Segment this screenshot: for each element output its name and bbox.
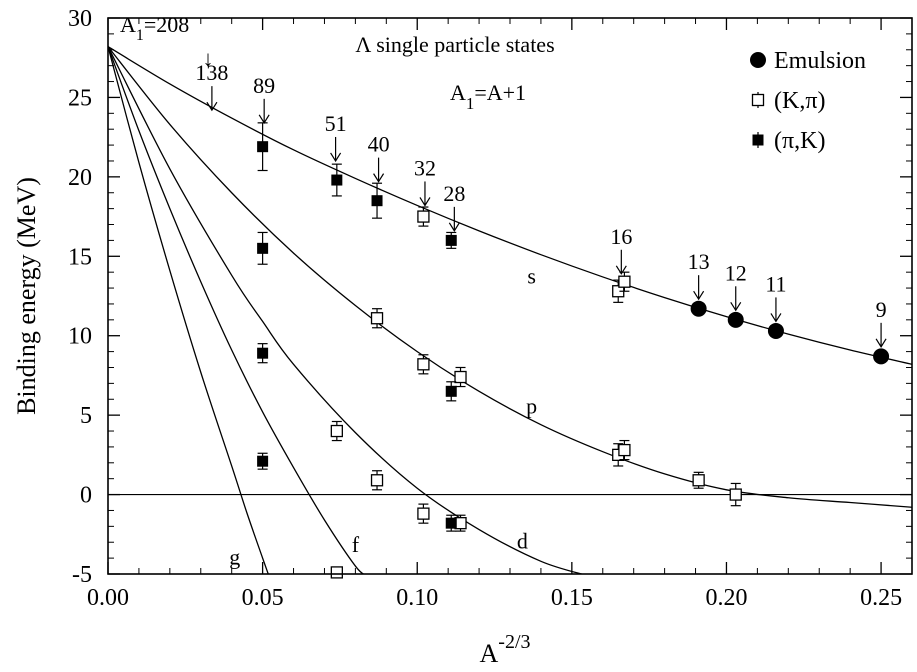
k-pi-point [417, 210, 430, 223]
mass-number-label: 11 [765, 271, 786, 296]
k-pi-point [370, 312, 384, 325]
annotation-arrow-head [258, 114, 270, 124]
x-tick-label: 0.00 [87, 585, 129, 611]
legend-label: (π,K) [774, 128, 825, 154]
chart-subtitle: A1=A+1 [450, 80, 526, 113]
pi-k-point [257, 455, 269, 467]
chart-subtitle-sub: 1 [466, 94, 475, 113]
data-markers [257, 122, 890, 579]
chart-title: Λ single particle states [355, 32, 554, 57]
x-tick-label: 0.25 [860, 585, 902, 611]
x-axis-title: A-2/3 [480, 631, 531, 668]
legend-marker-emulsion [750, 52, 766, 68]
curve-label-p: p [526, 394, 537, 419]
legend-label: (K,π) [774, 88, 825, 114]
legend-marker-pi-k [752, 134, 764, 146]
mass-number-label: 12 [725, 260, 747, 285]
a208-label-sub: 1 [136, 27, 144, 44]
mass-number-label: 28 [443, 181, 465, 206]
annotation-arrow-head [206, 101, 218, 112]
a208-label-rest: =208 [144, 12, 189, 37]
x-tick-label: 0.20 [705, 585, 747, 611]
axis-ticks [107, 17, 912, 575]
annotation-arrow-head [615, 265, 627, 275]
pi-k-point [257, 141, 269, 153]
k-pi-point [618, 275, 631, 288]
model-curves [108, 46, 912, 574]
curve-f [108, 46, 365, 574]
chart-subtitle-rest: =A+1 [474, 80, 526, 105]
y-tick-label: 25 [68, 85, 92, 111]
k-pi-point [417, 358, 430, 371]
axis-tick-labels: 0.00 0.05 0.10 0.15 0.20 0.25 -5 0 5 10 15 20 25 30 [68, 6, 902, 611]
annotation-arrow-head [693, 290, 705, 301]
mass-number-label: 13 [688, 249, 710, 274]
emulsion-point [727, 311, 744, 328]
mass-number-label: 51 [325, 111, 347, 136]
curve-label-d: d [517, 529, 528, 554]
curve-label-s: s [527, 263, 536, 288]
y-tick-label: 20 [68, 165, 92, 191]
emulsion-point [873, 348, 890, 365]
y-tick-label: 0 [80, 483, 92, 509]
x-tick-label: 0.15 [551, 585, 593, 611]
chart-subtitle-a: A [450, 80, 466, 105]
k-pi-point [692, 474, 705, 487]
y-tick-label: -5 [72, 562, 92, 588]
annotation-arrow-head [730, 301, 742, 312]
mass-number-label: 16 [610, 224, 632, 249]
annotation-arrow-head [770, 313, 782, 323]
y-axis-title: Binding energy (MeV) [12, 177, 41, 415]
emulsion-point [690, 300, 707, 317]
legend: Emulsion (K,π) (π,K) [750, 48, 866, 154]
mass-number-annotations: 138 89 51 40 32 28 16 13 12 11 9 [195, 60, 887, 348]
pi-k-point [445, 517, 457, 529]
a208-arrow: ↓ [203, 46, 214, 71]
k-pi-point [729, 488, 742, 501]
legend-marker-k-pi [751, 93, 765, 107]
k-pi-point [417, 507, 430, 520]
x-tick-label: 0.05 [242, 585, 284, 611]
y-tick-label: 10 [68, 324, 92, 350]
mass-number-label: 89 [253, 73, 275, 98]
k-pi-point [454, 370, 467, 384]
pi-k-point [371, 195, 383, 207]
y-tick-label: 5 [80, 403, 92, 429]
y-tick-label: 30 [68, 6, 92, 32]
a208-label: A1=208 [120, 12, 189, 44]
x-axis-title-exponent: -2/3 [498, 631, 530, 653]
mass-number-label: 40 [368, 132, 390, 157]
annotation-arrow-head [448, 222, 460, 233]
curve-labels: s p d f g [229, 263, 537, 569]
curve-d [108, 46, 585, 574]
pi-k-point [445, 234, 457, 246]
mass-number-label: 138 [195, 60, 228, 85]
annotation-arrow-head [875, 338, 887, 348]
mass-number-label: 9 [876, 297, 887, 322]
k-pi-point [370, 474, 384, 487]
curve-label-g: g [229, 544, 240, 569]
annotation-arrow-head [373, 173, 385, 183]
x-tick-label: 0.10 [396, 585, 438, 611]
pi-k-point [257, 242, 269, 254]
curve-g [108, 46, 269, 574]
pi-k-point [445, 385, 457, 397]
k-pi-point [330, 424, 343, 438]
k-pi-point [618, 443, 631, 457]
legend-label: Emulsion [774, 48, 866, 74]
a208-annotation: A1=208 ↓ [120, 12, 214, 71]
annotation-arrow-head [330, 152, 342, 163]
curve-p [108, 46, 912, 508]
y-tick-label: 15 [68, 244, 92, 270]
x-axis-title-base: A [480, 639, 499, 668]
pi-k-point [331, 174, 343, 186]
mass-number-label: 32 [414, 155, 436, 180]
annotation-arrow-head [419, 197, 431, 207]
emulsion-point [767, 322, 784, 339]
k-pi-point [330, 566, 343, 579]
curve-label-f: f [352, 532, 360, 557]
a208-label-a: A [120, 12, 136, 37]
pi-k-point [257, 347, 269, 359]
